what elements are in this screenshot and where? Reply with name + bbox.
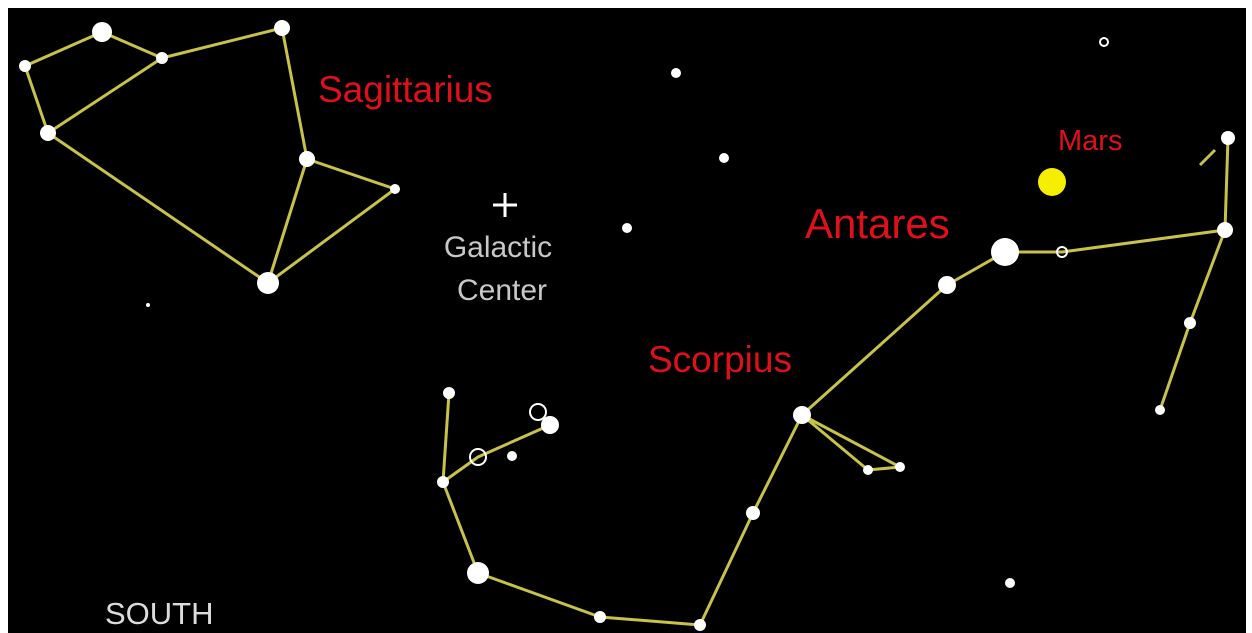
- star: [529, 403, 547, 421]
- star: [1099, 37, 1109, 47]
- star: [443, 387, 455, 399]
- star: [1184, 317, 1196, 329]
- star: [719, 153, 729, 163]
- star: [40, 125, 56, 141]
- center-label: Center: [457, 274, 547, 307]
- star: [19, 60, 31, 72]
- star: [1005, 578, 1015, 588]
- star: [793, 406, 811, 424]
- mars-dot: [1038, 168, 1066, 196]
- star: [863, 465, 873, 475]
- star: [390, 184, 400, 194]
- constellation-line: [801, 413, 902, 472]
- galactic-label: Galactic: [444, 231, 552, 264]
- star: [622, 223, 632, 233]
- sky: [8, 8, 1246, 633]
- constellation-line: [442, 423, 551, 484]
- star: [467, 562, 489, 584]
- star: [694, 619, 706, 631]
- star: [1056, 246, 1068, 258]
- star: [437, 476, 449, 488]
- star: [991, 238, 1019, 266]
- antares-label: Antares: [805, 200, 950, 247]
- star: [938, 276, 956, 294]
- star: [1221, 131, 1235, 145]
- star: [469, 448, 487, 466]
- star: [156, 52, 168, 64]
- galactic-center-cross: [493, 193, 517, 217]
- constellation-line: [1198, 148, 1217, 167]
- star: [594, 611, 606, 623]
- star: [146, 303, 150, 307]
- star: [671, 68, 681, 78]
- star: [257, 272, 279, 294]
- south-label: SOUTH: [105, 596, 214, 631]
- star: [274, 20, 290, 36]
- star: [746, 506, 760, 520]
- constellation-line: [441, 137, 1230, 627]
- star: [507, 451, 517, 461]
- star: [1155, 405, 1165, 415]
- star: [299, 151, 315, 167]
- scorpius-label: Scorpius: [648, 339, 792, 380]
- star: [895, 462, 905, 472]
- mars-label: Mars: [1058, 125, 1122, 157]
- star: [541, 416, 559, 434]
- sagittarius-label: Sagittarius: [318, 69, 493, 110]
- star: [92, 22, 112, 42]
- star: [1217, 222, 1233, 238]
- stars: [19, 20, 1235, 631]
